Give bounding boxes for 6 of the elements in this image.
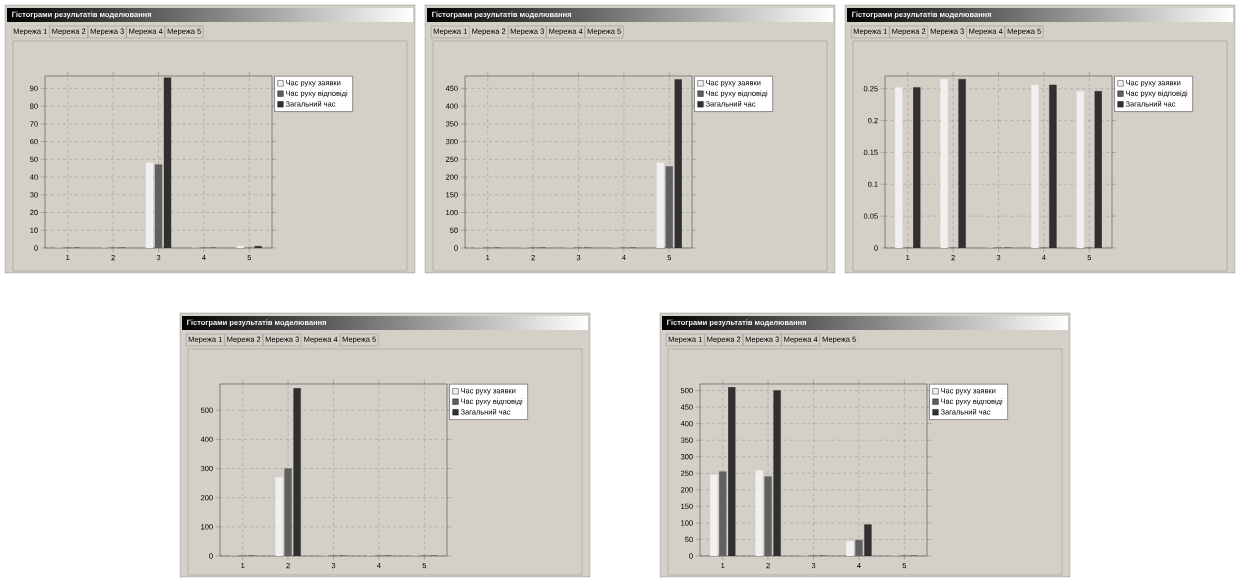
bar [728, 387, 736, 556]
bar [773, 390, 781, 556]
bar [284, 468, 292, 556]
bar [665, 166, 673, 248]
bar [864, 524, 872, 556]
bar [154, 164, 163, 248]
